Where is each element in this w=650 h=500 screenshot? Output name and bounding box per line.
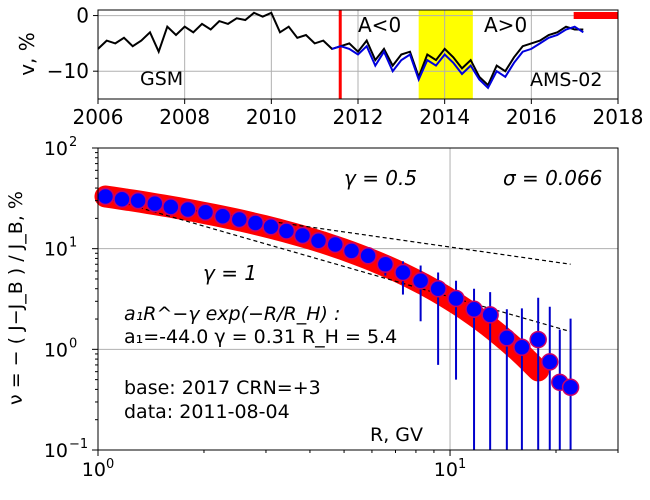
data-point [277, 222, 296, 240]
ams-label: AMS-02 [530, 69, 602, 91]
data-point [447, 289, 465, 308]
y-tick-label: 102 [44, 135, 77, 160]
gsm-label: GSM [140, 68, 183, 90]
base-label: base: 2017 CRN=+3 [124, 377, 321, 399]
x-tick-label: 2006 [73, 105, 124, 129]
time-series-x-ticks: 2006 2008 2010 2012 2014 2016 2018 [73, 99, 644, 129]
y-tick-label: 0 [76, 4, 89, 28]
time-series-panel: 2006 2008 2010 2012 2014 2016 2018 0 −10 v, % G… [15, 4, 643, 129]
data-point [293, 226, 312, 245]
spectrum-y-ticks: 10−1 100 101 102 [44, 135, 98, 462]
spectrum-x-label: R, GV [370, 424, 423, 446]
data-point [326, 235, 345, 254]
data-point [498, 329, 516, 347]
data-point [179, 200, 197, 219]
data-point [230, 210, 249, 229]
data-point [162, 198, 180, 216]
gamma-one-label: γ = 1 [203, 261, 257, 285]
y-tick-label: 101 [44, 236, 77, 261]
data-point [113, 190, 131, 208]
gamma-half-label: γ = 0.5 [344, 166, 417, 190]
data-point [561, 378, 580, 397]
data-point [376, 255, 395, 274]
reference-line [105, 197, 571, 333]
sigma-label: σ = 0.066 [503, 166, 602, 190]
data-point [342, 242, 361, 260]
data-points [96, 187, 580, 397]
fit-parameters-label: a₁=-44.0 γ = 0.31 R_H = 5.4 [124, 326, 397, 348]
x-tick-label: 2012 [333, 105, 384, 129]
time-series-y-ticks: 0 −10 [47, 4, 98, 83]
spectrum-y-label: ν = − ( J−J_B ) / J_B, % [5, 191, 27, 405]
a-negative-label: A<0 [358, 13, 401, 37]
a-positive-label: A>0 [484, 13, 527, 37]
x-tick-label: 2008 [159, 105, 210, 129]
y-tick-label: 100 [44, 336, 77, 361]
data-point [196, 203, 215, 222]
x-tick-label: 2016 [506, 105, 557, 129]
x-tick-label: 2018 [593, 105, 644, 129]
data-point [213, 207, 232, 225]
spectrum-frame [97, 147, 619, 451]
time-series-y-label: v, % [15, 32, 39, 76]
data-point [513, 338, 531, 356]
x-tick-label: 101 [434, 457, 466, 481]
data-point [465, 300, 483, 319]
data-point [246, 214, 265, 232]
spectrum-x-ticks: 100 101 [82, 450, 619, 481]
data-point [429, 279, 447, 298]
data-point [529, 330, 547, 349]
data-point [541, 353, 559, 371]
data-point [146, 194, 164, 213]
fit-formula-label: a₁R^−γ exp(−R/R_H) : [124, 303, 340, 325]
data-point [262, 218, 280, 236]
ams-series-line [331, 25, 584, 90]
data-point [96, 187, 115, 206]
base-period-bar [573, 12, 618, 19]
data-point [481, 306, 499, 324]
data-point [309, 231, 328, 250]
data-point [129, 191, 147, 210]
data-point [411, 272, 430, 290]
x-tick-label: 2014 [419, 105, 470, 129]
x-tick-label: 2010 [246, 105, 297, 129]
y-tick-label: 10−1 [44, 437, 88, 462]
x-tick-label: 100 [82, 457, 114, 481]
data-point [394, 263, 412, 282]
data-point [359, 247, 377, 265]
data-date-label: data: 2011-08-04 [124, 401, 290, 423]
y-tick-label: −10 [47, 59, 89, 83]
